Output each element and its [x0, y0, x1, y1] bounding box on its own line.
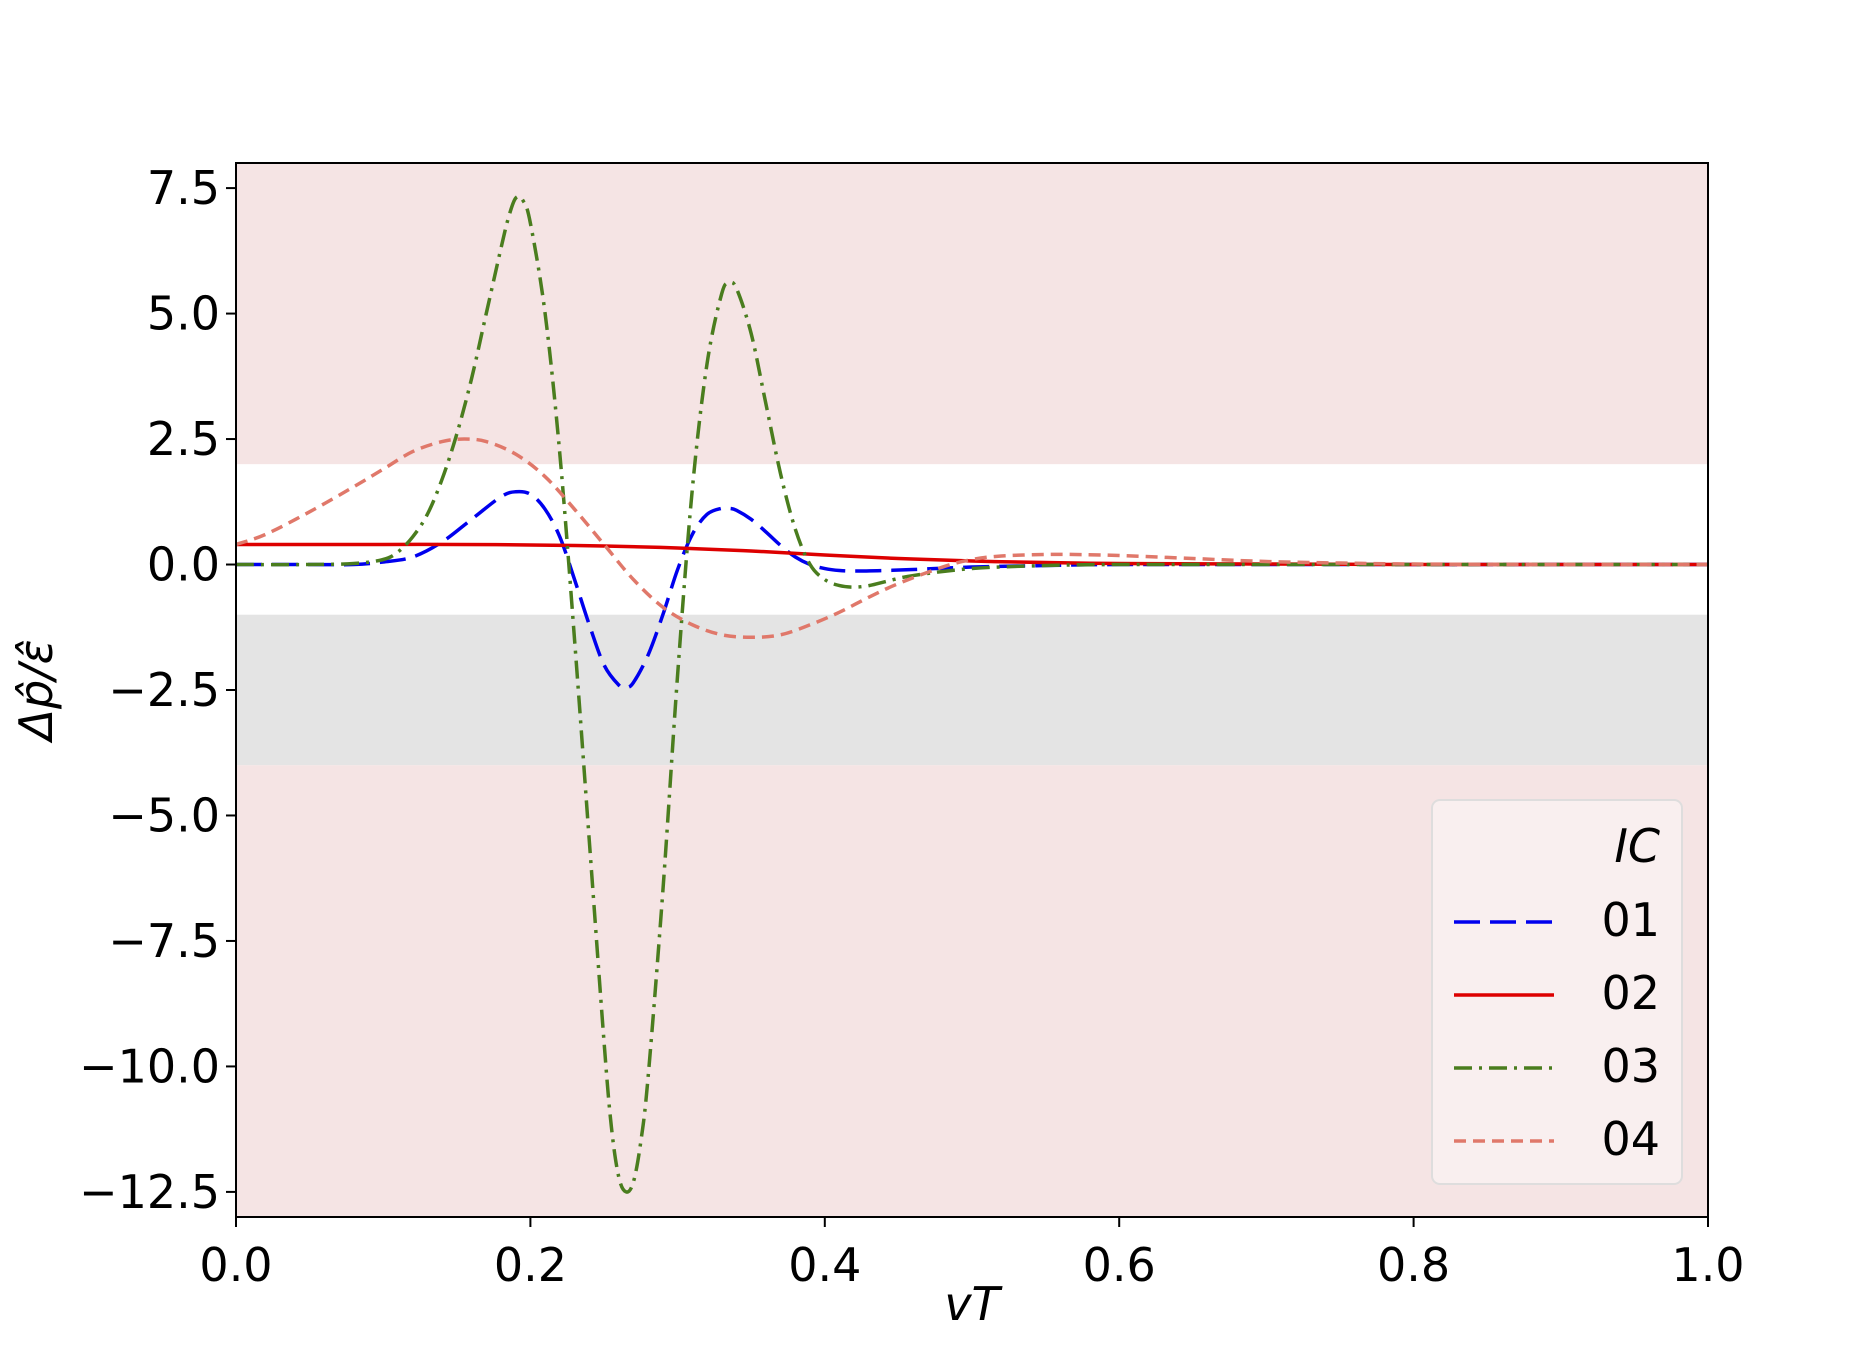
y-tick-label: −10.0	[79, 1039, 220, 1093]
y-tick-label: −7.5	[108, 914, 220, 968]
y-tick-label: −2.5	[108, 663, 220, 717]
series-lines	[235, 194, 1709, 1194]
legend-label-02: 02	[1601, 966, 1660, 1020]
y-tick-label: 7.5	[147, 161, 220, 215]
series-line-02	[236, 542, 1708, 567]
x-axis: 0.0 0.2 0.4 0.6 0.8 1.0	[199, 1217, 1745, 1292]
legend-label-01: 01	[1601, 893, 1660, 947]
series-line-04	[235, 437, 1709, 640]
x-tick-label: 0.4	[788, 1238, 861, 1292]
band-upper	[236, 163, 1708, 465]
band-middle-gray	[236, 614, 1708, 766]
y-axis: 7.5 5.0 2.5 0.0 −2.5 −5.0 −7.5 −10.0 −12.5	[79, 161, 236, 1219]
y-tick-label: 5.0	[147, 287, 220, 341]
y-tick-label: −12.5	[79, 1165, 220, 1219]
legend-label-03: 03	[1601, 1039, 1660, 1093]
y-axis-label: Δp̂/ε̂	[9, 639, 63, 743]
x-tick-label: 0.6	[1083, 1238, 1156, 1292]
x-tick-label: 0.2	[494, 1238, 567, 1292]
y-tick-label: 0.0	[147, 538, 220, 592]
legend-title: IC	[1614, 819, 1660, 873]
x-tick-label: 0.0	[199, 1238, 272, 1292]
y-tick-label: 2.5	[147, 412, 220, 466]
x-tick-label: 0.8	[1377, 1238, 1450, 1292]
legend: IC 01 02 03 04	[1431, 799, 1683, 1185]
legend-box	[1431, 799, 1683, 1185]
legend-label-04: 04	[1601, 1112, 1660, 1166]
x-tick-label: 1.0	[1671, 1238, 1744, 1292]
x-axis-label: vT	[944, 1277, 1003, 1331]
series-line-03	[235, 194, 1708, 1194]
y-tick-label: −5.0	[108, 788, 220, 842]
